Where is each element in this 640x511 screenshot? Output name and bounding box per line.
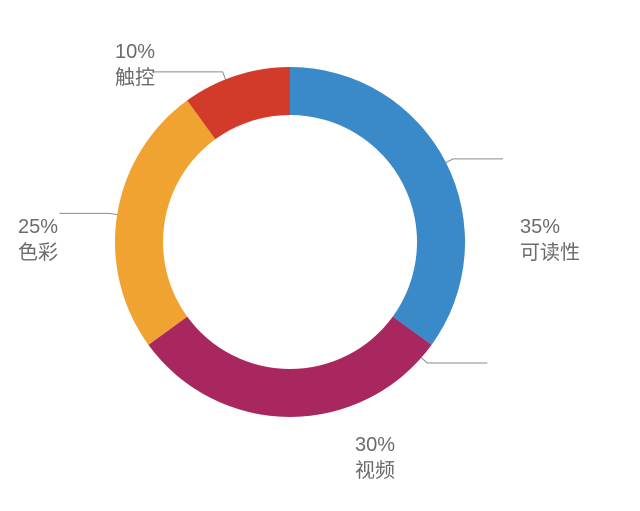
label-color-percent: 25% — [18, 214, 58, 240]
leader-touch — [153, 72, 226, 79]
slice-color — [115, 100, 215, 344]
donut-chart: 35% 可读性 30% 视频 25% 色彩 10% 触控 — [0, 0, 640, 511]
label-video: 30% 视频 — [355, 432, 395, 484]
leader-color — [59, 213, 117, 214]
label-video-percent: 30% — [355, 432, 395, 458]
label-color: 25% 色彩 — [18, 214, 58, 266]
label-color-name: 色彩 — [18, 240, 58, 266]
label-touch-percent: 10% — [115, 39, 155, 65]
label-readability: 35% 可读性 — [520, 214, 580, 266]
label-touch-name: 触控 — [115, 65, 155, 91]
leader-readability — [446, 159, 503, 163]
label-readability-percent: 35% — [520, 214, 580, 240]
label-video-name: 视频 — [355, 458, 395, 484]
slice-video — [148, 317, 431, 417]
label-touch: 10% 触控 — [115, 39, 155, 91]
donut-slices — [115, 67, 465, 417]
slice-readability — [290, 67, 465, 345]
leader-video — [421, 358, 487, 363]
label-readability-name: 可读性 — [520, 240, 580, 266]
